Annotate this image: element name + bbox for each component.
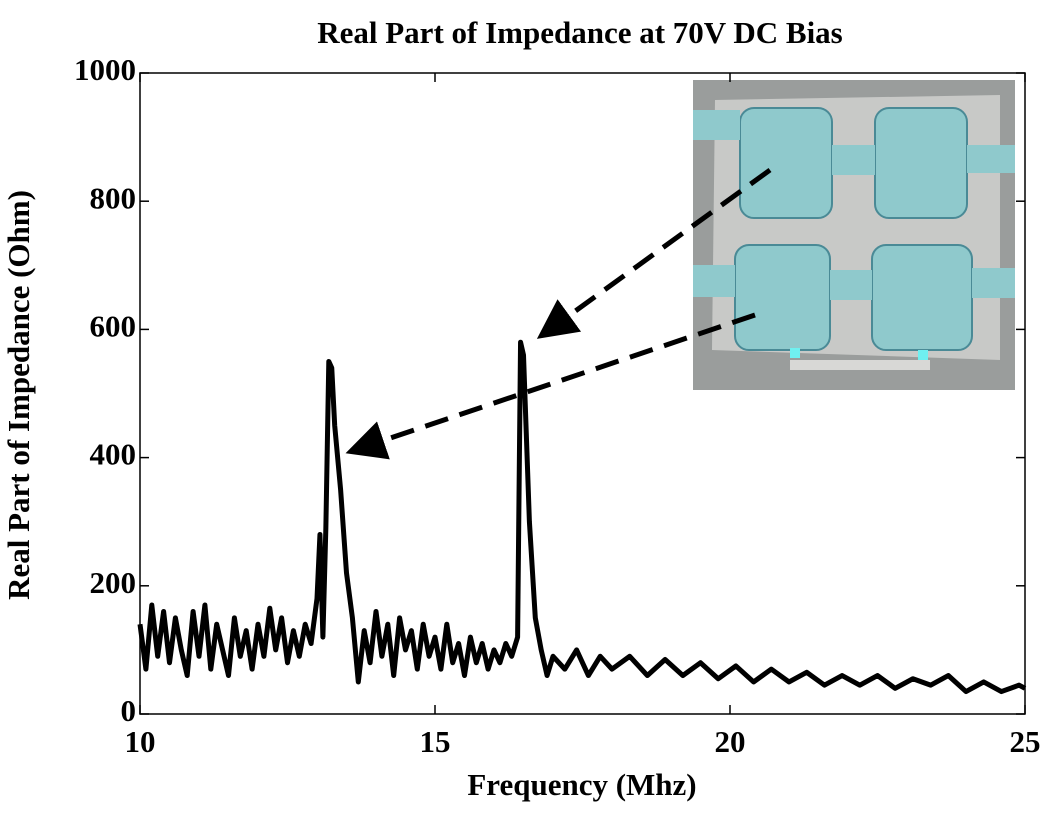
x-tick-label: 15 bbox=[420, 724, 451, 759]
chart-title: Real Part of Impedance at 70V DC Bias bbox=[317, 15, 843, 50]
y-tick-label: 0 bbox=[121, 693, 137, 728]
inset-photo bbox=[693, 80, 1015, 390]
y-tick-label: 200 bbox=[90, 565, 137, 600]
y-tick-label: 800 bbox=[90, 180, 137, 215]
y-axis-label: Real Part of Impedance (Ohm) bbox=[1, 190, 36, 600]
data-line bbox=[137, 339, 1027, 695]
y-tick-label: 1000 bbox=[74, 52, 136, 87]
y-tick-label: 600 bbox=[90, 309, 137, 344]
x-tick-label: 10 bbox=[125, 724, 156, 759]
annotation-arrow bbox=[536, 167, 772, 339]
x-tick-label: 20 bbox=[715, 724, 746, 759]
plot-frame bbox=[139, 72, 1026, 715]
y-tick-label: 400 bbox=[90, 437, 137, 472]
x-axis-label: Frequency (Mhz) bbox=[467, 767, 696, 802]
x-tick-label: 25 bbox=[1010, 724, 1041, 759]
